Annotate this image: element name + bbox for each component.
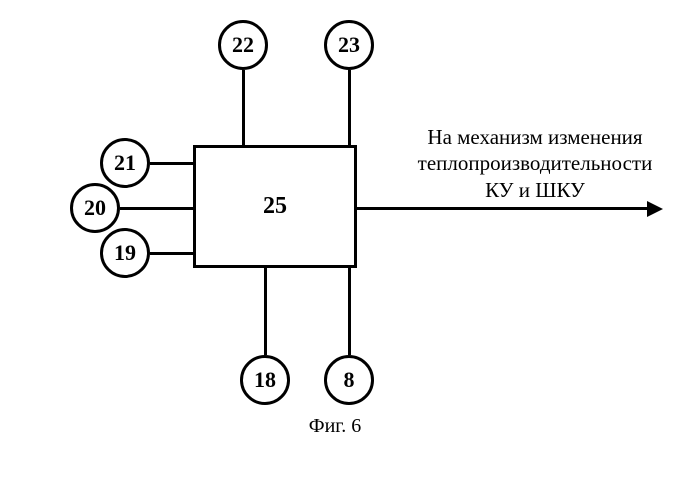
node-18: 18: [240, 355, 290, 405]
node-label-23: 23: [338, 32, 360, 58]
connector-n21: [150, 162, 193, 165]
output-label-line-1: теплопроизводительности: [418, 151, 653, 175]
output-arrow-head: [647, 201, 663, 217]
node-23: 23: [324, 20, 374, 70]
node-21: 21: [100, 138, 150, 188]
output-label-line-0: На механизм изменения: [427, 125, 642, 149]
figure-caption-text: Фиг. 6: [309, 415, 361, 437]
node-label-22: 22: [232, 32, 254, 58]
output-label-line-2: КУ и ШКУ: [485, 178, 585, 202]
node-label-18: 18: [254, 367, 276, 393]
connector-n20: [120, 207, 193, 210]
node-label-21: 21: [114, 150, 136, 176]
connector-n23: [348, 70, 351, 145]
output-label: На механизм изменения теплопроизводитель…: [395, 124, 675, 203]
node-label-8: 8: [344, 367, 355, 393]
connector-n22: [242, 70, 245, 145]
node-22: 22: [218, 20, 268, 70]
center-block: 25: [193, 145, 357, 268]
connector-n19: [150, 252, 193, 255]
node-label-19: 19: [114, 240, 136, 266]
center-block-label: 25: [263, 193, 287, 220]
node-label-20: 20: [84, 195, 106, 221]
connector-n18: [264, 268, 267, 355]
node-8: 8: [324, 355, 374, 405]
node-20: 20: [70, 183, 120, 233]
diagram-canvas: 25 22 23 21 20 19 18 8 На механизм изменения т…: [0, 0, 687, 500]
figure-caption: Фиг. 6: [290, 415, 380, 438]
node-19: 19: [100, 228, 150, 278]
connector-n8: [348, 268, 351, 355]
output-arrow-shaft: [357, 207, 647, 210]
